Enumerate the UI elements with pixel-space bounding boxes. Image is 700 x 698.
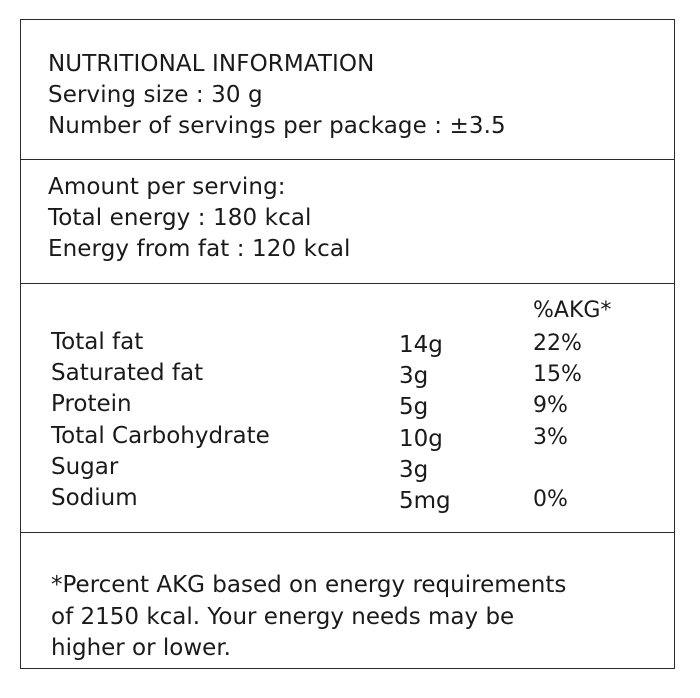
amount-per-serving: Amount per serving: xyxy=(48,174,286,200)
nutrient-akg: 22% xyxy=(533,331,582,356)
energy-section: Amount per serving: Total energy : 180 k… xyxy=(21,161,674,282)
energy-from-fat: Energy from fat : 120 kcal xyxy=(48,236,351,262)
nutrient-name: Protein xyxy=(51,391,132,417)
section-divider xyxy=(21,283,674,284)
nutrient-name: Saturated fat xyxy=(51,360,204,386)
nutrient-name: Sodium xyxy=(51,485,138,511)
nutrients-table: %AKG* Total fat 14g 22% Saturated fat 3g… xyxy=(21,285,674,531)
table-row: Total fat 14g 22% xyxy=(21,327,674,358)
servings-per-package: Number of servings per package : ±3.5 xyxy=(48,113,506,139)
total-energy: Total energy : 180 kcal xyxy=(48,205,312,231)
table-row: Total Carbohydrate 10g 3% xyxy=(21,421,674,452)
nutrient-amount: 5g xyxy=(399,394,429,420)
nutrient-name: Total Carbohydrate xyxy=(51,423,270,449)
section-divider xyxy=(21,159,674,160)
section-divider xyxy=(21,532,674,533)
nutrient-akg: 15% xyxy=(533,362,582,387)
nutrient-akg: 9% xyxy=(533,393,568,418)
nutrient-amount: 14g xyxy=(399,332,443,358)
footnote-line: of 2150 kcal. Your energy needs may be xyxy=(51,604,515,630)
akg-column-header: %AKG* xyxy=(533,298,612,323)
nutrient-akg: 3% xyxy=(533,425,568,450)
nutrient-akg: 0% xyxy=(533,487,568,512)
nutrient-amount: 5mg xyxy=(399,488,451,514)
table-row: Sugar 3g xyxy=(21,452,674,483)
footnote-line: higher or lower. xyxy=(51,635,231,661)
table-row: Sodium 5mg 0% xyxy=(21,483,674,514)
nutrient-amount: 10g xyxy=(399,426,443,452)
nutrient-amount: 3g xyxy=(399,457,429,483)
serving-info-section: NUTRITIONAL INFORMATION Serving size : 3… xyxy=(21,20,674,160)
table-row: Saturated fat 3g 15% xyxy=(21,358,674,389)
nutrient-amount: 3g xyxy=(399,363,429,389)
label-title: NUTRITIONAL INFORMATION xyxy=(48,51,375,77)
nutrition-label: NUTRITIONAL INFORMATION Serving size : 3… xyxy=(20,19,675,669)
table-row: Protein 5g 9% xyxy=(21,389,674,420)
footnote-line: *Percent AKG based on energy requirement… xyxy=(51,572,567,598)
nutrient-name: Sugar xyxy=(51,454,119,480)
footnote-section: *Percent AKG based on energy requirement… xyxy=(21,534,674,668)
serving-size: Serving size : 30 g xyxy=(48,82,263,108)
nutrient-name: Total fat xyxy=(51,329,144,355)
